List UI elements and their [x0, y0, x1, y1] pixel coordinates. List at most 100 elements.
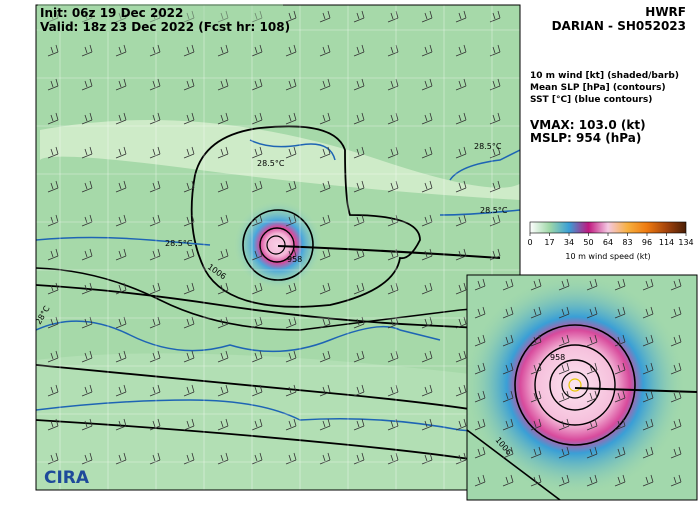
wind-barb: [530, 418, 542, 431]
wind-barb: [421, 418, 433, 431]
wind-barb: [353, 384, 365, 397]
wind-barb: [387, 350, 399, 363]
wind-barb: [285, 112, 297, 125]
title-bg: [38, 4, 283, 32]
wind-barb: [489, 44, 501, 57]
main-map: [36, 5, 520, 490]
wind-barb: [421, 112, 433, 125]
wind-streak: [40, 120, 520, 200]
wind-barb: [387, 180, 399, 193]
wind-barb: [149, 350, 161, 363]
wind-barb: [502, 390, 514, 403]
wind-barb: [81, 384, 93, 397]
wind-barb: [115, 282, 127, 295]
wind-barb: [642, 306, 654, 319]
wind-barb: [614, 418, 626, 431]
wind-barb: [251, 180, 263, 193]
wind-barb: [502, 474, 514, 487]
colorbar-tick-label: 134: [678, 238, 693, 247]
wind-barb: [149, 384, 161, 397]
wind-barb: [319, 180, 331, 193]
wind-barb: [502, 278, 514, 291]
wind-barb: [387, 384, 399, 397]
wind-barb: [353, 248, 365, 261]
wind-barb: [558, 446, 570, 459]
slp-contour: [190, 125, 421, 308]
wind-barb: [670, 334, 682, 347]
inset-map: 958 1006: [467, 275, 697, 500]
wind-barb: [558, 390, 570, 403]
wind-barb: [455, 112, 467, 125]
wind-barb: [217, 248, 229, 261]
wind-barb: [489, 78, 501, 91]
wind-barb: [455, 78, 467, 91]
wind-barb: [387, 146, 399, 159]
slp-contour: [259, 227, 295, 263]
legend-line: SST [°C] (blue contours): [530, 95, 652, 105]
wind-barb: [149, 418, 161, 431]
wind-barb: [251, 282, 263, 295]
wind-barb: [115, 112, 127, 125]
wind-barb: [115, 418, 127, 431]
wind-barb: [642, 334, 654, 347]
slp-label: 958: [287, 255, 302, 264]
slp-contour: [568, 378, 582, 392]
wind-barb: [489, 146, 501, 159]
model-name: HWRF: [645, 5, 686, 19]
wind-barb: [474, 334, 486, 347]
wind-barb: [81, 248, 93, 261]
wind-barb: [530, 278, 542, 291]
lat-lon-grid: [36, 5, 520, 490]
wind-barb: [586, 334, 598, 347]
wind-barb: [558, 362, 570, 375]
wind-barb: [353, 112, 365, 125]
wind-barb: [183, 248, 195, 261]
wind-barb: [421, 180, 433, 193]
wind-barb: [115, 384, 127, 397]
vmax: VMAX: 103.0 (kt): [530, 118, 646, 132]
wind-barb: [353, 418, 365, 431]
wind-barb: [530, 362, 542, 375]
storm-track: [277, 245, 501, 259]
wind-barb: [421, 10, 433, 23]
wind-barb: [642, 362, 654, 375]
sst-label: 28.5°C: [257, 159, 285, 168]
wind-barb: [81, 78, 93, 91]
wind-barb: [353, 180, 365, 193]
wind-barb: [530, 390, 542, 403]
wind-barb: [285, 350, 297, 363]
wind-barb: [217, 112, 229, 125]
wind-barb: [285, 146, 297, 159]
wind-barb: [474, 278, 486, 291]
wind-barb: [474, 446, 486, 459]
colorbar-tick-label: 96: [642, 238, 652, 247]
wind-barb: [285, 78, 297, 91]
wind-barb: [353, 146, 365, 159]
wind-barb: [353, 350, 365, 363]
wind-barb: [217, 78, 229, 91]
colorbar-fill: [529, 221, 687, 234]
wind-barb: [319, 44, 331, 57]
wind-barb: [285, 384, 297, 397]
wind-barb: [81, 350, 93, 363]
slp-contour: [534, 344, 616, 426]
inset-storm: [467, 275, 685, 495]
wind-barb: [614, 334, 626, 347]
storm-core: [233, 200, 323, 290]
colorbar-tick-label: 64: [603, 238, 613, 247]
legend-line: Mean SLP [hPa] (contours): [530, 83, 666, 93]
colorbar-tick-label: 114: [659, 238, 674, 247]
wind-barb: [47, 282, 59, 295]
wind-barb: [47, 418, 59, 431]
wind-barb: [586, 278, 598, 291]
wind-barb: [455, 384, 467, 397]
inset-frame: [466, 274, 698, 501]
slp-contour: [514, 324, 636, 446]
wind-barb: [558, 306, 570, 319]
wind-barb: [149, 112, 161, 125]
slp-contour: [549, 359, 601, 411]
wind-barb: [421, 248, 433, 261]
wind-barb: [614, 446, 626, 459]
wind-barb: [183, 384, 195, 397]
wind-barb: [353, 10, 365, 23]
